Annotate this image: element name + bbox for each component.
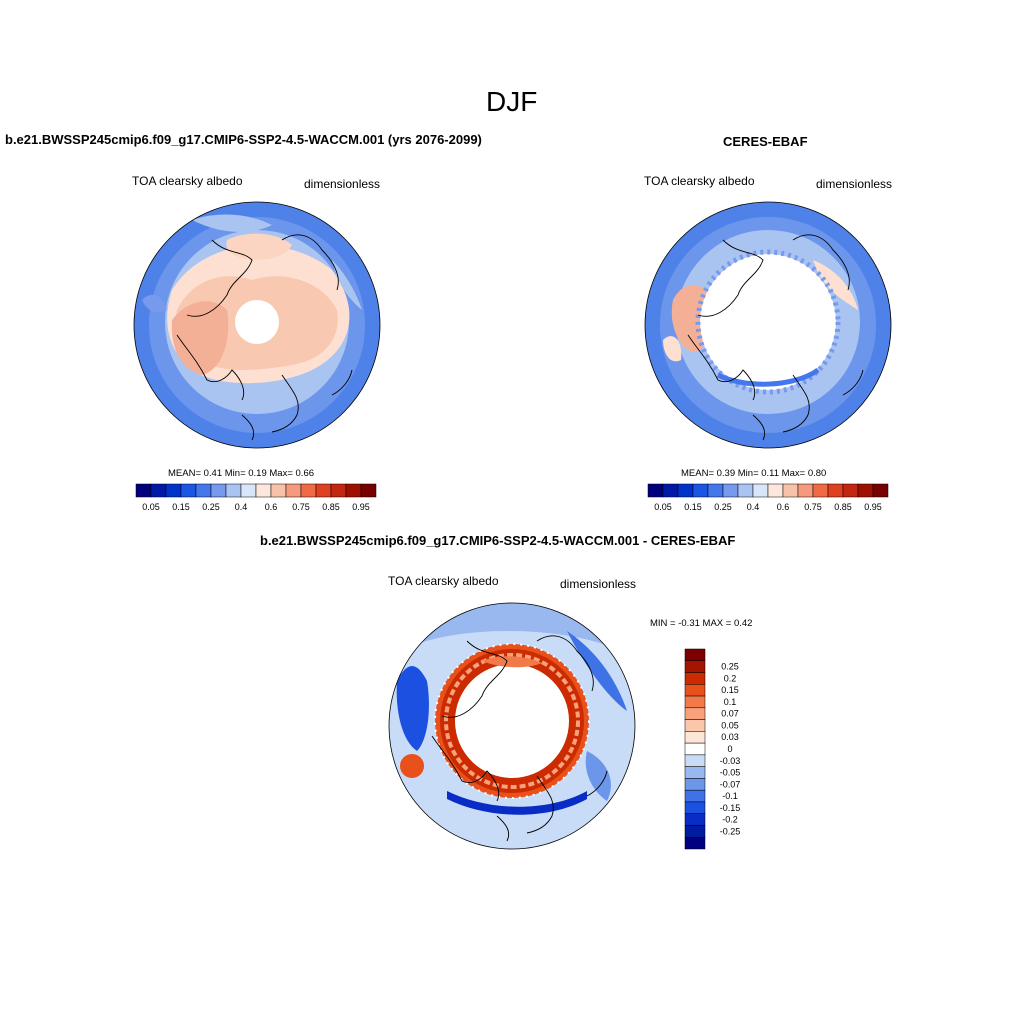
obs-colorbar-tick-label: 0.05 <box>654 502 672 512</box>
obs-colorbar-color-box <box>857 483 874 498</box>
obs-colorbar-color-box <box>752 483 769 498</box>
model-colorbar-color-box <box>345 483 362 498</box>
diff-variable-label: TOA clearsky albedo <box>388 574 499 588</box>
diff-colorbar-color-box <box>684 789 706 803</box>
diff-colorbar-color-box <box>684 672 706 685</box>
model-colorbar-color-box <box>240 483 257 498</box>
obs-colorbar-color-box <box>797 483 814 498</box>
diff-colorbar-tick-label: 0.25 <box>721 662 739 672</box>
obs-colorbar-tick-label: 0.15 <box>684 502 702 512</box>
model-colorbar-color-box <box>315 483 332 498</box>
diff-colorbar-tick-label: 0.07 <box>721 709 739 719</box>
obs-panel-title: CERES-EBAF <box>723 134 808 149</box>
diff-colorbar-tick-label: 0.03 <box>721 732 739 742</box>
diff-panel-title: b.e21.BWSSP245cmip6.f09_g17.CMIP6-SSP2-4… <box>260 533 736 548</box>
obs-stats: MEAN= 0.39 Min= 0.11 Max= 0.80 <box>681 468 827 479</box>
obs-colorbar-color-box <box>707 483 724 498</box>
obs-colorbar-tick-label: 0.6 <box>777 502 790 512</box>
model-colorbar-color-box <box>150 483 167 498</box>
model-units-label: dimensionless <box>304 177 381 191</box>
diff-colorbar-color-box <box>684 684 706 697</box>
model-colorbar-color-box <box>360 483 377 498</box>
obs-colorbar-color-box <box>767 483 784 498</box>
diff-colorbar-tick-label: 0.05 <box>721 720 739 730</box>
diff-colorbar-tick-label: -0.2 <box>722 815 738 825</box>
diff-colorbar-color-box <box>684 754 706 767</box>
diff-colorbar-color-box <box>684 836 706 850</box>
model-colorbar-color-box <box>225 483 242 498</box>
obs-colorbar-color-box <box>722 483 739 498</box>
diff-colorbar-color-box <box>684 731 706 744</box>
obs-colorbar-tick-label: 0.25 <box>714 502 732 512</box>
model-colorbar-color-box <box>330 483 347 498</box>
diff-colorbar-tick-label: 0.15 <box>721 685 739 695</box>
obs-colorbar-color-box <box>737 483 754 498</box>
obs-colorbar-color-box <box>692 483 709 498</box>
model-colorbar-tick-label: 0.6 <box>265 502 278 512</box>
obs-variable-label: TOA clearsky albedo <box>644 174 755 188</box>
model-colorbar-color-box <box>300 483 317 498</box>
diff-colorbar-color-box <box>684 766 706 779</box>
diff-colorbar-color-box <box>684 660 706 673</box>
obs-colorbar-tick-label: 0.95 <box>864 502 882 512</box>
obs-colorbar-color-box <box>782 483 799 498</box>
diff-colorbar-tick-label: 0.1 <box>724 697 737 707</box>
obs-colorbar-color-box <box>812 483 829 498</box>
model-colorbar-color-box <box>135 483 152 498</box>
diff-colorbar-color-box <box>684 825 706 838</box>
obs-colorbar-color-box <box>647 483 664 498</box>
obs-units-label: dimensionless <box>816 177 893 191</box>
obs-colorbar-tick-label: 0.85 <box>834 502 852 512</box>
diff-polar-map <box>388 602 636 850</box>
model-colorbar-tick-label: 0.75 <box>292 502 310 512</box>
obs-polar-map <box>644 201 892 449</box>
diff-stats: MIN = -0.31 MAX = 0.42 <box>650 618 753 629</box>
diff-colorbar-color-box <box>684 648 706 662</box>
model-variable-label: TOA clearsky albedo <box>132 174 243 188</box>
diff-colorbar-color-box <box>684 742 706 756</box>
model-colorbar-tick-label: 0.15 <box>172 502 190 512</box>
model-colorbar-tick-label: 0.85 <box>322 502 340 512</box>
model-colorbar-color-box <box>210 483 227 498</box>
diff-colorbar-tick-label: -0.25 <box>720 826 741 836</box>
model-colorbar-tick-label: 0.4 <box>235 502 248 512</box>
model-colorbar-tick-label: 0.95 <box>352 502 370 512</box>
diff-colorbar-color-box <box>684 707 706 720</box>
diff-colorbar-tick-label: -0.03 <box>720 756 741 766</box>
model-colorbar-color-box <box>285 483 302 498</box>
diff-colorbar-tick-label: -0.1 <box>722 791 738 801</box>
diff-units-label: dimensionless <box>560 577 637 591</box>
model-colorbar-tick-label: 0.05 <box>142 502 160 512</box>
season-title: DJF <box>486 86 538 117</box>
diff-colorbar-tick-label: 0 <box>727 744 732 754</box>
model-colorbar-color-box <box>195 483 212 498</box>
model-colorbar-color-box <box>165 483 182 498</box>
model-colorbar-tick-label: 0.25 <box>202 502 220 512</box>
obs-colorbar-color-box <box>827 483 844 498</box>
model-colorbar: 0.05 0.15 0.25 0.4 0.6 0.75 0.85 0.95 <box>135 483 377 512</box>
diff-colorbar-color-box <box>684 695 706 709</box>
diff-colorbar: 0.250.20.150.10.070.050.030-0.03-0.05-0.… <box>684 648 741 850</box>
obs-colorbar-color-box <box>842 483 859 498</box>
model-polar-map <box>133 201 381 449</box>
model-stats: MEAN= 0.41 Min= 0.19 Max= 0.66 <box>168 468 315 479</box>
diff-colorbar-tick-label: -0.05 <box>720 768 741 778</box>
obs-colorbar-color-box <box>677 483 694 498</box>
diff-colorbar-tick-label: 0.2 <box>724 673 737 683</box>
model-panel-title: b.e21.BWSSP245cmip6.f09_g17.CMIP6-SSP2-4… <box>5 132 482 147</box>
diff-colorbar-color-box <box>684 719 706 732</box>
diff-colorbar-color-box <box>684 813 706 826</box>
obs-colorbar-color-box <box>872 483 889 498</box>
diff-colorbar-tick-label: -0.07 <box>720 779 741 789</box>
diff-colorbar-color-box <box>684 801 706 814</box>
obs-colorbar-tick-label: 0.75 <box>804 502 822 512</box>
diff-colorbar-color-box <box>684 778 706 791</box>
obs-colorbar-color-box <box>662 483 679 498</box>
model-colorbar-color-box <box>180 483 197 498</box>
model-colorbar-color-box <box>255 483 272 498</box>
model-colorbar-color-box <box>270 483 287 498</box>
diff-colorbar-tick-label: -0.15 <box>720 803 741 813</box>
obs-colorbar-tick-label: 0.4 <box>747 502 760 512</box>
obs-colorbar: 0.05 0.15 0.25 0.4 0.6 0.75 0.85 0.95 <box>647 483 889 512</box>
